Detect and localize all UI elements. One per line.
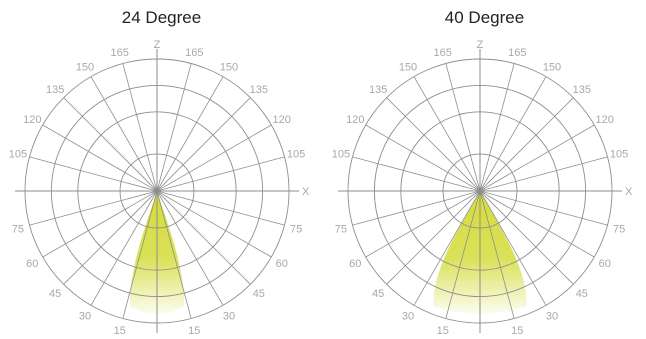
angle-tick-label: 30 bbox=[546, 311, 558, 323]
angle-tick-label: 105 bbox=[610, 149, 628, 161]
angle-tick-label: 75 bbox=[12, 223, 24, 235]
angle-tick-label: 165 bbox=[111, 47, 129, 59]
angle-tick-label: 15 bbox=[188, 325, 200, 337]
axis-label-z: Z bbox=[154, 39, 161, 51]
angle-tick-label: 60 bbox=[349, 258, 361, 270]
angle-tick-label: 135 bbox=[250, 84, 268, 96]
polar-chart-40: 40 Degree Z X 165 165 150 150 135 135 120 120 105 1… bbox=[323, 0, 646, 339]
angle-tick-label: 150 bbox=[543, 61, 561, 73]
angle-tick-label: 15 bbox=[114, 325, 126, 337]
polar-plot: Z X 165 165 150 150 135 135 120 120 105 105 75 75 60 60… bbox=[9, 39, 310, 337]
angle-tick-label: 105 bbox=[332, 149, 350, 161]
angle-tick-label: 30 bbox=[223, 311, 235, 323]
angle-tick-label: 120 bbox=[23, 114, 41, 126]
angle-tick-label: 45 bbox=[49, 288, 61, 300]
angle-tick-label: 165 bbox=[434, 47, 452, 59]
axis-label-z: Z bbox=[477, 39, 484, 51]
angle-tick-label: 120 bbox=[596, 114, 614, 126]
chart-title: 40 Degree bbox=[444, 8, 525, 27]
chart-title: 24 Degree bbox=[121, 8, 202, 27]
angle-tick-label: 60 bbox=[26, 258, 38, 270]
angle-tick-label: 120 bbox=[273, 114, 291, 126]
angle-tick-label: 60 bbox=[276, 258, 288, 270]
angle-tick-label: 45 bbox=[253, 288, 265, 300]
angle-tick-label: 135 bbox=[573, 84, 591, 96]
angle-tick-label: 150 bbox=[399, 61, 417, 73]
angle-tick-label: 15 bbox=[437, 325, 449, 337]
angle-tick-label: 135 bbox=[369, 84, 387, 96]
axis-label-x: X bbox=[302, 186, 310, 198]
polar-plot: Z X 165 165 150 150 135 135 120 120 105 105 75 75 60 60… bbox=[332, 39, 633, 337]
angle-tick-label: 15 bbox=[511, 325, 523, 337]
axis-label-x: X bbox=[625, 186, 633, 198]
angle-tick-label: 105 bbox=[9, 149, 27, 161]
angle-tick-label: 165 bbox=[185, 47, 203, 59]
angle-tick-label: 165 bbox=[508, 47, 526, 59]
angle-tick-label: 135 bbox=[46, 84, 64, 96]
angle-tick-label: 30 bbox=[402, 311, 414, 323]
angle-tick-label: 45 bbox=[576, 288, 588, 300]
angle-tick-label: 105 bbox=[287, 149, 305, 161]
angle-tick-label: 45 bbox=[372, 288, 384, 300]
angle-tick-label: 60 bbox=[599, 258, 611, 270]
angle-tick-label: 75 bbox=[613, 223, 625, 235]
angle-tick-label: 75 bbox=[335, 223, 347, 235]
angle-tick-label: 120 bbox=[346, 114, 364, 126]
angle-tick-label: 150 bbox=[220, 61, 238, 73]
angle-tick-label: 150 bbox=[76, 61, 94, 73]
polar-chart-24: 24 Degree Z X 165 165 150 150 135 135 120 120 105 1… bbox=[9, 8, 310, 337]
angle-tick-label: 75 bbox=[290, 223, 302, 235]
angle-tick-label: 30 bbox=[79, 311, 91, 323]
